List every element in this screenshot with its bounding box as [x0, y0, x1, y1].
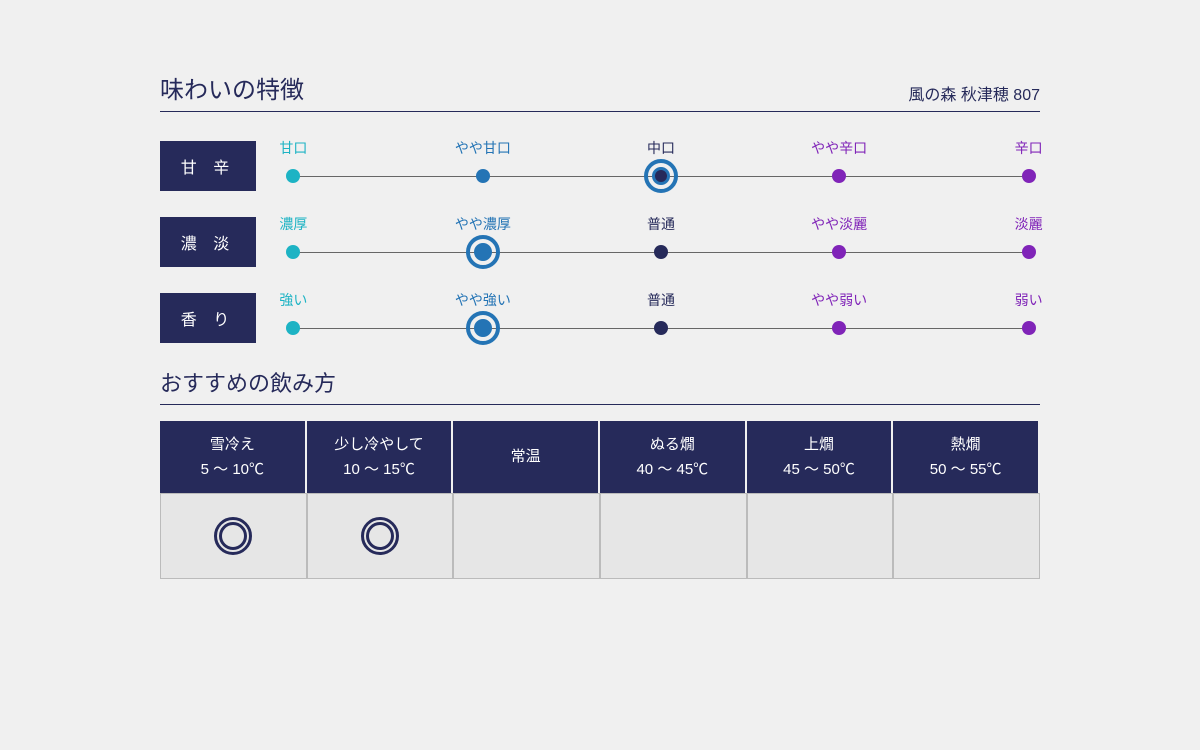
- flavor-stop-label: 濃厚: [243, 214, 343, 234]
- flavor-row: 香 り強いやや強い普通やや弱い弱い: [160, 290, 1040, 346]
- flavor-stop-dot: [654, 245, 668, 259]
- flavor-track: 濃厚やや濃厚普通やや淡麗淡麗: [282, 214, 1040, 270]
- product-name: 風の森 秋津穂 807: [908, 81, 1040, 105]
- flavor-stop: 普通: [611, 214, 711, 240]
- temperature-grid: 雪冷え5 ～ 10℃少し冷やして10 ～ 15℃常温ぬる燗40 ～ 45℃上燗4…: [160, 421, 1040, 579]
- flavor-stop-dot: [832, 169, 846, 183]
- temp-column-header: ぬる燗40 ～ 45℃: [600, 421, 747, 493]
- temp-name: 上燗: [751, 432, 888, 458]
- flavor-stop: 辛口: [979, 138, 1079, 164]
- flavor-stop-label: 甘口: [243, 138, 343, 158]
- flavor-stop: 濃厚: [243, 214, 343, 240]
- flavor-stop-dot: [654, 321, 668, 335]
- flavor-stop: 普通: [611, 290, 711, 316]
- flavor-stop-label: 普通: [611, 290, 711, 310]
- flavor-row: 甘 辛甘口やや甘口中口やや辛口辛口: [160, 138, 1040, 194]
- flavor-stop-label: 辛口: [979, 138, 1079, 158]
- temp-column-header: 雪冷え5 ～ 10℃: [160, 421, 307, 493]
- recommended-mark-icon: [214, 517, 252, 555]
- recommended-mark-icon: [361, 517, 399, 555]
- temp-name: 常温: [457, 444, 594, 470]
- flavor-stop-dot: [286, 245, 300, 259]
- temp-cell: [893, 493, 1040, 579]
- flavor-stop-dot: [832, 321, 846, 335]
- selected-ring-inner-icon: [474, 319, 492, 337]
- flavor-stop-label: 淡麗: [979, 214, 1079, 234]
- temp-cell: [600, 493, 747, 579]
- flavor-stop-dot: [1022, 245, 1036, 259]
- flavor-tag: 甘 辛: [160, 141, 256, 191]
- flavor-track: 強いやや強い普通やや弱い弱い: [282, 290, 1040, 346]
- flavor-tag: 濃 淡: [160, 217, 256, 267]
- selected-ring-inner-icon: [652, 167, 670, 185]
- temp-column-header: 熱燗50 ～ 55℃: [893, 421, 1040, 493]
- selected-ring-inner-icon: [474, 243, 492, 261]
- temp-range: 45 ～ 50℃: [751, 457, 888, 483]
- flavor-stop: 甘口: [243, 138, 343, 164]
- temp-name: ぬる燗: [604, 432, 741, 458]
- temp-range: 10 ～ 15℃: [311, 457, 448, 483]
- temp-cell: [307, 493, 454, 579]
- temp-section-title: おすすめの飲み方: [160, 366, 1040, 405]
- flavor-header: 味わいの特徴 風の森 秋津穂 807: [160, 70, 1040, 112]
- flavor-stop-label: やや辛口: [789, 138, 889, 158]
- temp-name: 熱燗: [897, 432, 1034, 458]
- temp-range: 5 ～ 10℃: [164, 457, 301, 483]
- temp-range: 40 ～ 45℃: [604, 457, 741, 483]
- flavor-stop-dot: [1022, 321, 1036, 335]
- temp-column-header: 上燗45 ～ 50℃: [747, 421, 894, 493]
- flavor-stop-label: やや淡麗: [789, 214, 889, 234]
- flavor-row: 濃 淡濃厚やや濃厚普通やや淡麗淡麗: [160, 214, 1040, 270]
- flavor-section-title: 味わいの特徴: [160, 70, 304, 105]
- temp-range: 50 ～ 55℃: [897, 457, 1034, 483]
- temp-cell: [160, 493, 307, 579]
- flavor-stop-label: 中口: [611, 138, 711, 158]
- flavor-stop-dot: [286, 321, 300, 335]
- flavor-stop: 強い: [243, 290, 343, 316]
- flavor-stop-label: やや濃厚: [433, 214, 533, 234]
- flavor-stop-dot: [286, 169, 300, 183]
- flavor-stop-label: やや弱い: [789, 290, 889, 310]
- flavor-stop: やや淡麗: [789, 214, 889, 240]
- temp-cell: [747, 493, 894, 579]
- flavor-stop-dot: [1022, 169, 1036, 183]
- flavor-stop: 淡麗: [979, 214, 1079, 240]
- flavor-stop: やや辛口: [789, 138, 889, 164]
- flavor-stop-dot: [476, 169, 490, 183]
- flavor-stop: 弱い: [979, 290, 1079, 316]
- flavor-tag: 香 り: [160, 293, 256, 343]
- temp-column-header: 常温: [453, 421, 600, 493]
- temp-name: 雪冷え: [164, 432, 301, 458]
- flavor-stop-label: 普通: [611, 214, 711, 234]
- flavor-stop: やや弱い: [789, 290, 889, 316]
- flavor-stop-dot: [832, 245, 846, 259]
- flavor-stop-label: やや強い: [433, 290, 533, 310]
- flavor-track: 甘口やや甘口中口やや辛口辛口: [282, 138, 1040, 194]
- flavor-stop-label: 強い: [243, 290, 343, 310]
- temp-cell: [453, 493, 600, 579]
- temp-column-header: 少し冷やして10 ～ 15℃: [307, 421, 454, 493]
- temp-name: 少し冷やして: [311, 432, 448, 458]
- flavor-stop-label: 弱い: [979, 290, 1079, 310]
- sake-profile-card: 味わいの特徴 風の森 秋津穂 807 甘 辛甘口 やや甘口 中口 やや辛口 辛口濃 淡濃…: [120, 40, 1080, 619]
- flavor-stop: やや甘口: [433, 138, 533, 164]
- flavor-rows: 甘 辛甘口やや甘口中口やや辛口辛口濃 淡濃厚やや濃厚普通やや淡麗淡麗香 り強いや…: [160, 138, 1040, 346]
- flavor-stop-label: やや甘口: [433, 138, 533, 158]
